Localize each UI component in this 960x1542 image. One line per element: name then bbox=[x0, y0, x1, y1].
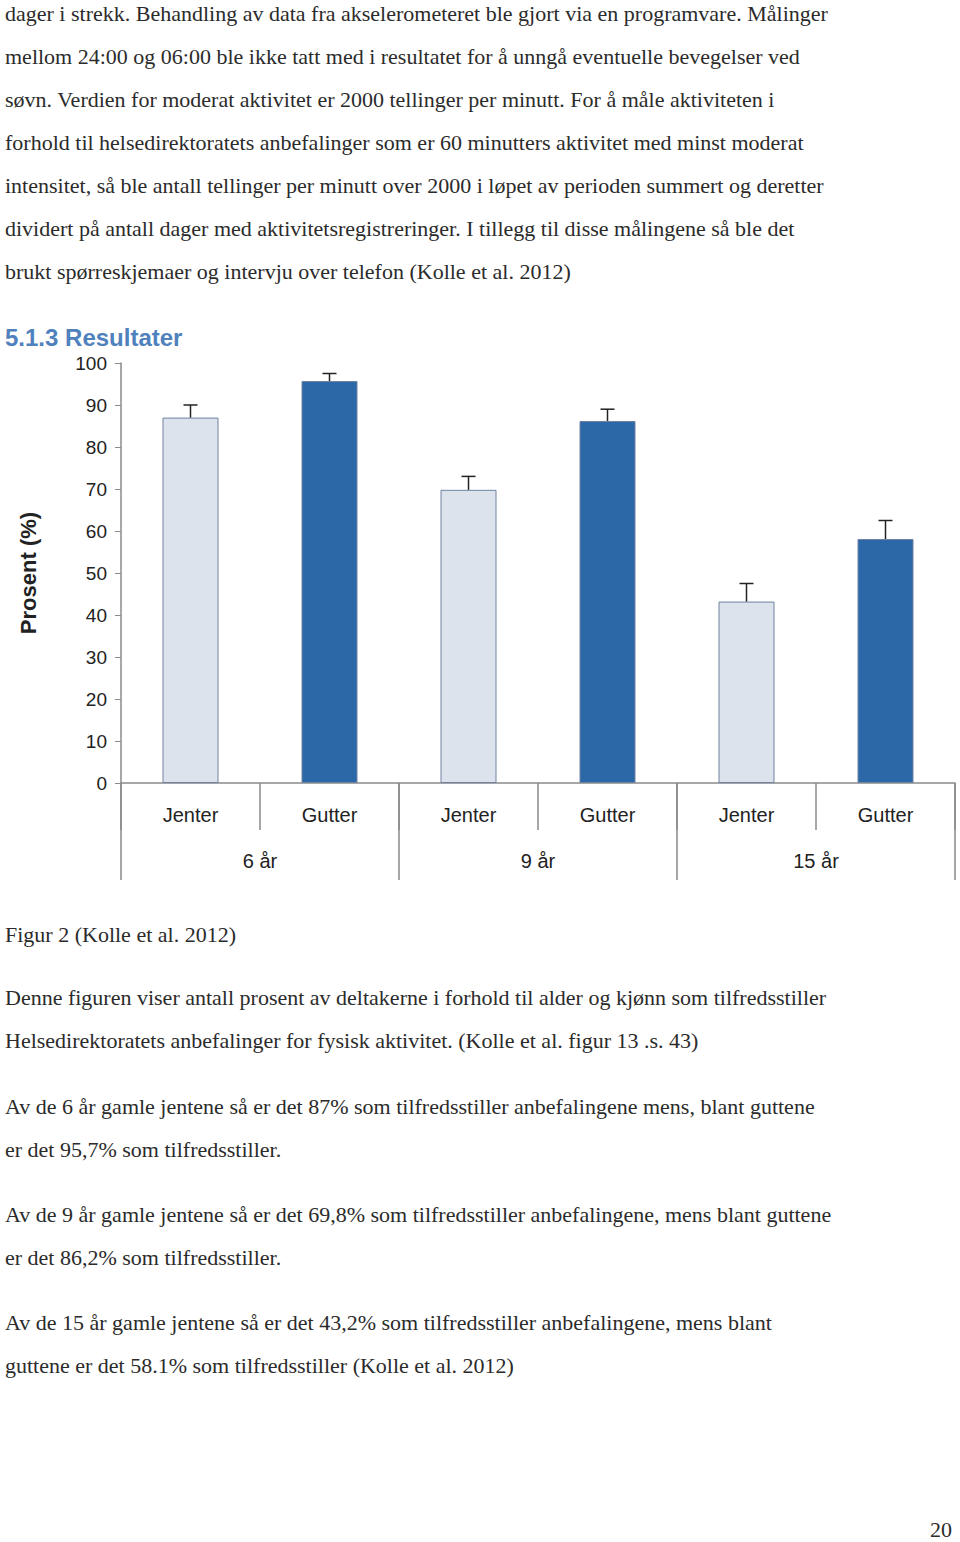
html-text:Av de 9 år gamle jentene så er: Av de 9 år gamle jentene så er det 69,8%… bbox=[5, 1202, 832, 1227]
html-text:brukt spørreskjemaer og interv: brukt spørreskjemaer og intervju over te… bbox=[5, 259, 571, 284]
html-text:er det 95,7% som tilfredsstill: er det 95,7% som tilfredsstiller. bbox=[5, 1137, 282, 1162]
html-text:intensitet, så ble antall tell: intensitet, så ble antall tellinger per … bbox=[5, 173, 824, 198]
html-text:dividert på antall dager med a: dividert på antall dager med aktivitetsr… bbox=[5, 216, 795, 241]
html-text:søvn. Verdien for moderat akti: søvn. Verdien for moderat aktivitet er 2… bbox=[5, 87, 775, 112]
svg-text:15 år: 15 år bbox=[793, 850, 839, 872]
svg-text:90: 90 bbox=[86, 395, 107, 416]
svg-text:Gutter: Gutter bbox=[580, 804, 636, 826]
svg-text:Jenter: Jenter bbox=[441, 804, 497, 826]
html-text:guttene er det 58.1% som tilfr: guttene er det 58.1% som tilfredsstiller… bbox=[5, 1353, 514, 1378]
svg-text:Jenter: Jenter bbox=[163, 804, 219, 826]
svg-text:100: 100 bbox=[75, 353, 107, 374]
svg-text:9 år: 9 år bbox=[521, 850, 556, 872]
html-text:Denne figuren viser antall pro: Denne figuren viser antall prosent av de… bbox=[5, 985, 827, 1010]
svg-text:6 år: 6 år bbox=[243, 850, 278, 872]
svg-text:30: 30 bbox=[86, 647, 107, 668]
html-text:Av de 6 år gamle jentene så er: Av de 6 år gamle jentene så er det 87% s… bbox=[5, 1094, 815, 1119]
svg-text:40: 40 bbox=[86, 605, 107, 626]
html-text:dager i strekk. Behandling av: dager i strekk. Behandling av data fra a… bbox=[5, 1, 828, 26]
html-text:5.1.3 Resultater: 5.1.3 Resultater bbox=[5, 324, 183, 351]
svg-text:Jenter: Jenter bbox=[719, 804, 775, 826]
html-text:Figur 2 (Kolle et al. 2012): Figur 2 (Kolle et al. 2012) bbox=[5, 922, 236, 947]
svg-text:Prosent (%): Prosent (%) bbox=[16, 512, 41, 634]
html-text:mellom 24:00 og 06:00 ble ikke: mellom 24:00 og 06:00 ble ikke tatt med … bbox=[5, 44, 800, 69]
svg-text:10: 10 bbox=[86, 731, 107, 752]
svg-text:60: 60 bbox=[86, 521, 107, 542]
svg-text:50: 50 bbox=[86, 563, 107, 584]
html-text:forhold til helsedirektoratets: forhold til helsedirektoratets anbefalin… bbox=[5, 130, 804, 155]
svg-text:Gutter: Gutter bbox=[302, 804, 358, 826]
svg-text:70: 70 bbox=[86, 479, 107, 500]
html-text:20: 20 bbox=[930, 1517, 952, 1542]
svg-text:80: 80 bbox=[86, 437, 107, 458]
html-text:Helsedirektoratets anbefalinge: Helsedirektoratets anbefalinger for fysi… bbox=[5, 1028, 699, 1053]
html-text:er det 86,2% som tilfredsstill: er det 86,2% som tilfredsstiller. bbox=[5, 1245, 282, 1270]
svg-text:20: 20 bbox=[86, 689, 107, 710]
svg-text:Gutter: Gutter bbox=[858, 804, 914, 826]
html-text:Av de 15 år gamle jentene så e: Av de 15 år gamle jentene så er det 43,2… bbox=[5, 1310, 772, 1335]
svg-text:0: 0 bbox=[96, 773, 107, 794]
